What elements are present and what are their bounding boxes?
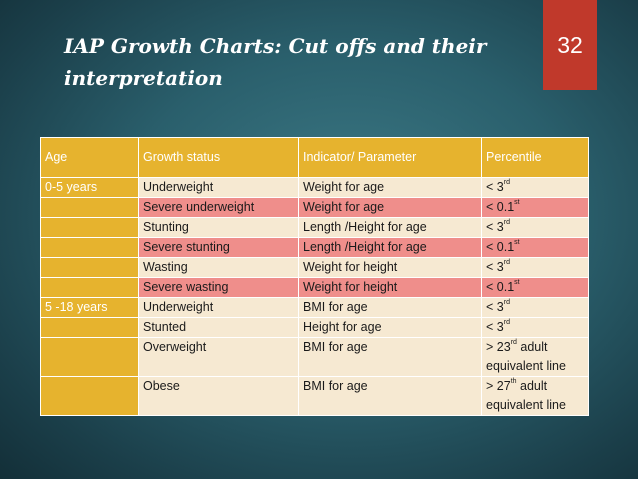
percentile-ordinal: rd <box>503 299 510 306</box>
cutoff-table: Age Growth status Indicator/ Parameter P… <box>40 137 589 416</box>
cell-percentile: < 0.1st <box>481 197 589 218</box>
cell-percentile: > 27th adult equivalent line <box>481 376 589 416</box>
percentile-value: < 0.1 <box>486 280 515 294</box>
percentile-ordinal: rd <box>503 179 510 186</box>
percentile-value: > 23 <box>486 340 511 354</box>
percentile-ordinal: rd <box>503 319 510 326</box>
header-age: Age <box>40 137 139 178</box>
cell-age <box>40 337 139 377</box>
slide-number: 32 <box>543 0 597 90</box>
table-row: 0-5 years Underweight Weight for age < 3… <box>40 177 589 198</box>
table-row: Overweight BMI for age > 23rd adult equi… <box>40 337 589 377</box>
percentile-ordinal: th <box>510 378 517 385</box>
table-row: Stunted Height for age < 3rd <box>40 317 589 338</box>
cell-percentile: < 3rd <box>481 317 589 338</box>
cell-age <box>40 217 139 238</box>
cell-age <box>40 376 139 416</box>
percentile-value: < 3 <box>486 220 504 234</box>
table-row: 5 -18 years Underweight BMI for age < 3r… <box>40 297 589 318</box>
cell-indicator: Height for age <box>298 317 482 338</box>
cell-percentile: > 23rd adult equivalent line <box>481 337 589 377</box>
cell-age <box>40 197 139 218</box>
table-row: Severe wasting Weight for height < 0.1st <box>40 277 589 298</box>
percentile-value: < 3 <box>486 300 504 314</box>
cell-growth-status: Overweight <box>138 337 299 377</box>
percentile-ordinal: rd <box>510 339 517 346</box>
percentile-value: < 0.1 <box>486 200 515 214</box>
cell-indicator: Length /Height for age <box>298 237 482 258</box>
percentile-value: < 3 <box>486 180 504 194</box>
cell-age: 0-5 years <box>40 177 139 198</box>
cell-age: 5 -18 years <box>40 297 139 318</box>
cell-indicator: BMI for age <box>298 337 482 377</box>
percentile-ordinal: rd <box>503 219 510 226</box>
cell-growth-status: Stunting <box>138 217 299 238</box>
cell-age <box>40 317 139 338</box>
percentile-note: adult equivalent line <box>486 340 566 373</box>
percentile-ordinal: st <box>514 239 520 246</box>
cell-percentile: < 3rd <box>481 217 589 238</box>
cell-growth-status: Underweight <box>138 297 299 318</box>
cell-growth-status: Severe wasting <box>138 277 299 298</box>
slide-title: IAP Growth Charts: Cut offs and their in… <box>64 34 487 90</box>
cell-indicator: Weight for age <box>298 197 482 218</box>
percentile-note: adult equivalent line <box>486 379 566 412</box>
table-row: Wasting Weight for height < 3rd <box>40 257 589 278</box>
table-header-row: Age Growth status Indicator/ Parameter P… <box>40 137 589 178</box>
percentile-ordinal: rd <box>503 259 510 266</box>
cell-age <box>40 257 139 278</box>
percentile-value: < 3 <box>486 260 504 274</box>
cell-indicator: Length /Height for age <box>298 217 482 238</box>
cell-growth-status: Obese <box>138 376 299 416</box>
percentile-value: < 3 <box>486 320 504 334</box>
cell-indicator: Weight for age <box>298 177 482 198</box>
cell-indicator: Weight for height <box>298 257 482 278</box>
cell-percentile: < 3rd <box>481 177 589 198</box>
cell-age <box>40 237 139 258</box>
header-indicator: Indicator/ Parameter <box>298 137 482 178</box>
cell-indicator: BMI for age <box>298 376 482 416</box>
cell-indicator: Weight for height <box>298 277 482 298</box>
table-row: Severe underweight Weight for age < 0.1s… <box>40 197 589 218</box>
cell-percentile: < 0.1st <box>481 277 589 298</box>
table-row: Stunting Length /Height for age < 3rd <box>40 217 589 238</box>
cell-growth-status: Severe underweight <box>138 197 299 218</box>
cell-growth-status: Underweight <box>138 177 299 198</box>
percentile-value: < 0.1 <box>486 240 515 254</box>
cell-growth-status: Stunted <box>138 317 299 338</box>
header-percentile: Percentile <box>481 137 589 178</box>
percentile-value: > 27 <box>486 379 511 393</box>
cell-percentile: < 0.1st <box>481 237 589 258</box>
cell-percentile: < 3rd <box>481 297 589 318</box>
percentile-ordinal: st <box>514 279 520 286</box>
cell-age <box>40 277 139 298</box>
cell-indicator: BMI for age <box>298 297 482 318</box>
header-growth-status: Growth status <box>138 137 299 178</box>
cell-growth-status: Wasting <box>138 257 299 278</box>
percentile-ordinal: st <box>514 199 520 206</box>
table-row: Severe stunting Length /Height for age <… <box>40 237 589 258</box>
table-row: Obese BMI for age > 27th adult equivalen… <box>40 376 589 416</box>
cell-growth-status: Severe stunting <box>138 237 299 258</box>
cell-percentile: < 3rd <box>481 257 589 278</box>
growth-cutoff-table: Age Growth status Indicator/ Parameter P… <box>40 137 589 416</box>
